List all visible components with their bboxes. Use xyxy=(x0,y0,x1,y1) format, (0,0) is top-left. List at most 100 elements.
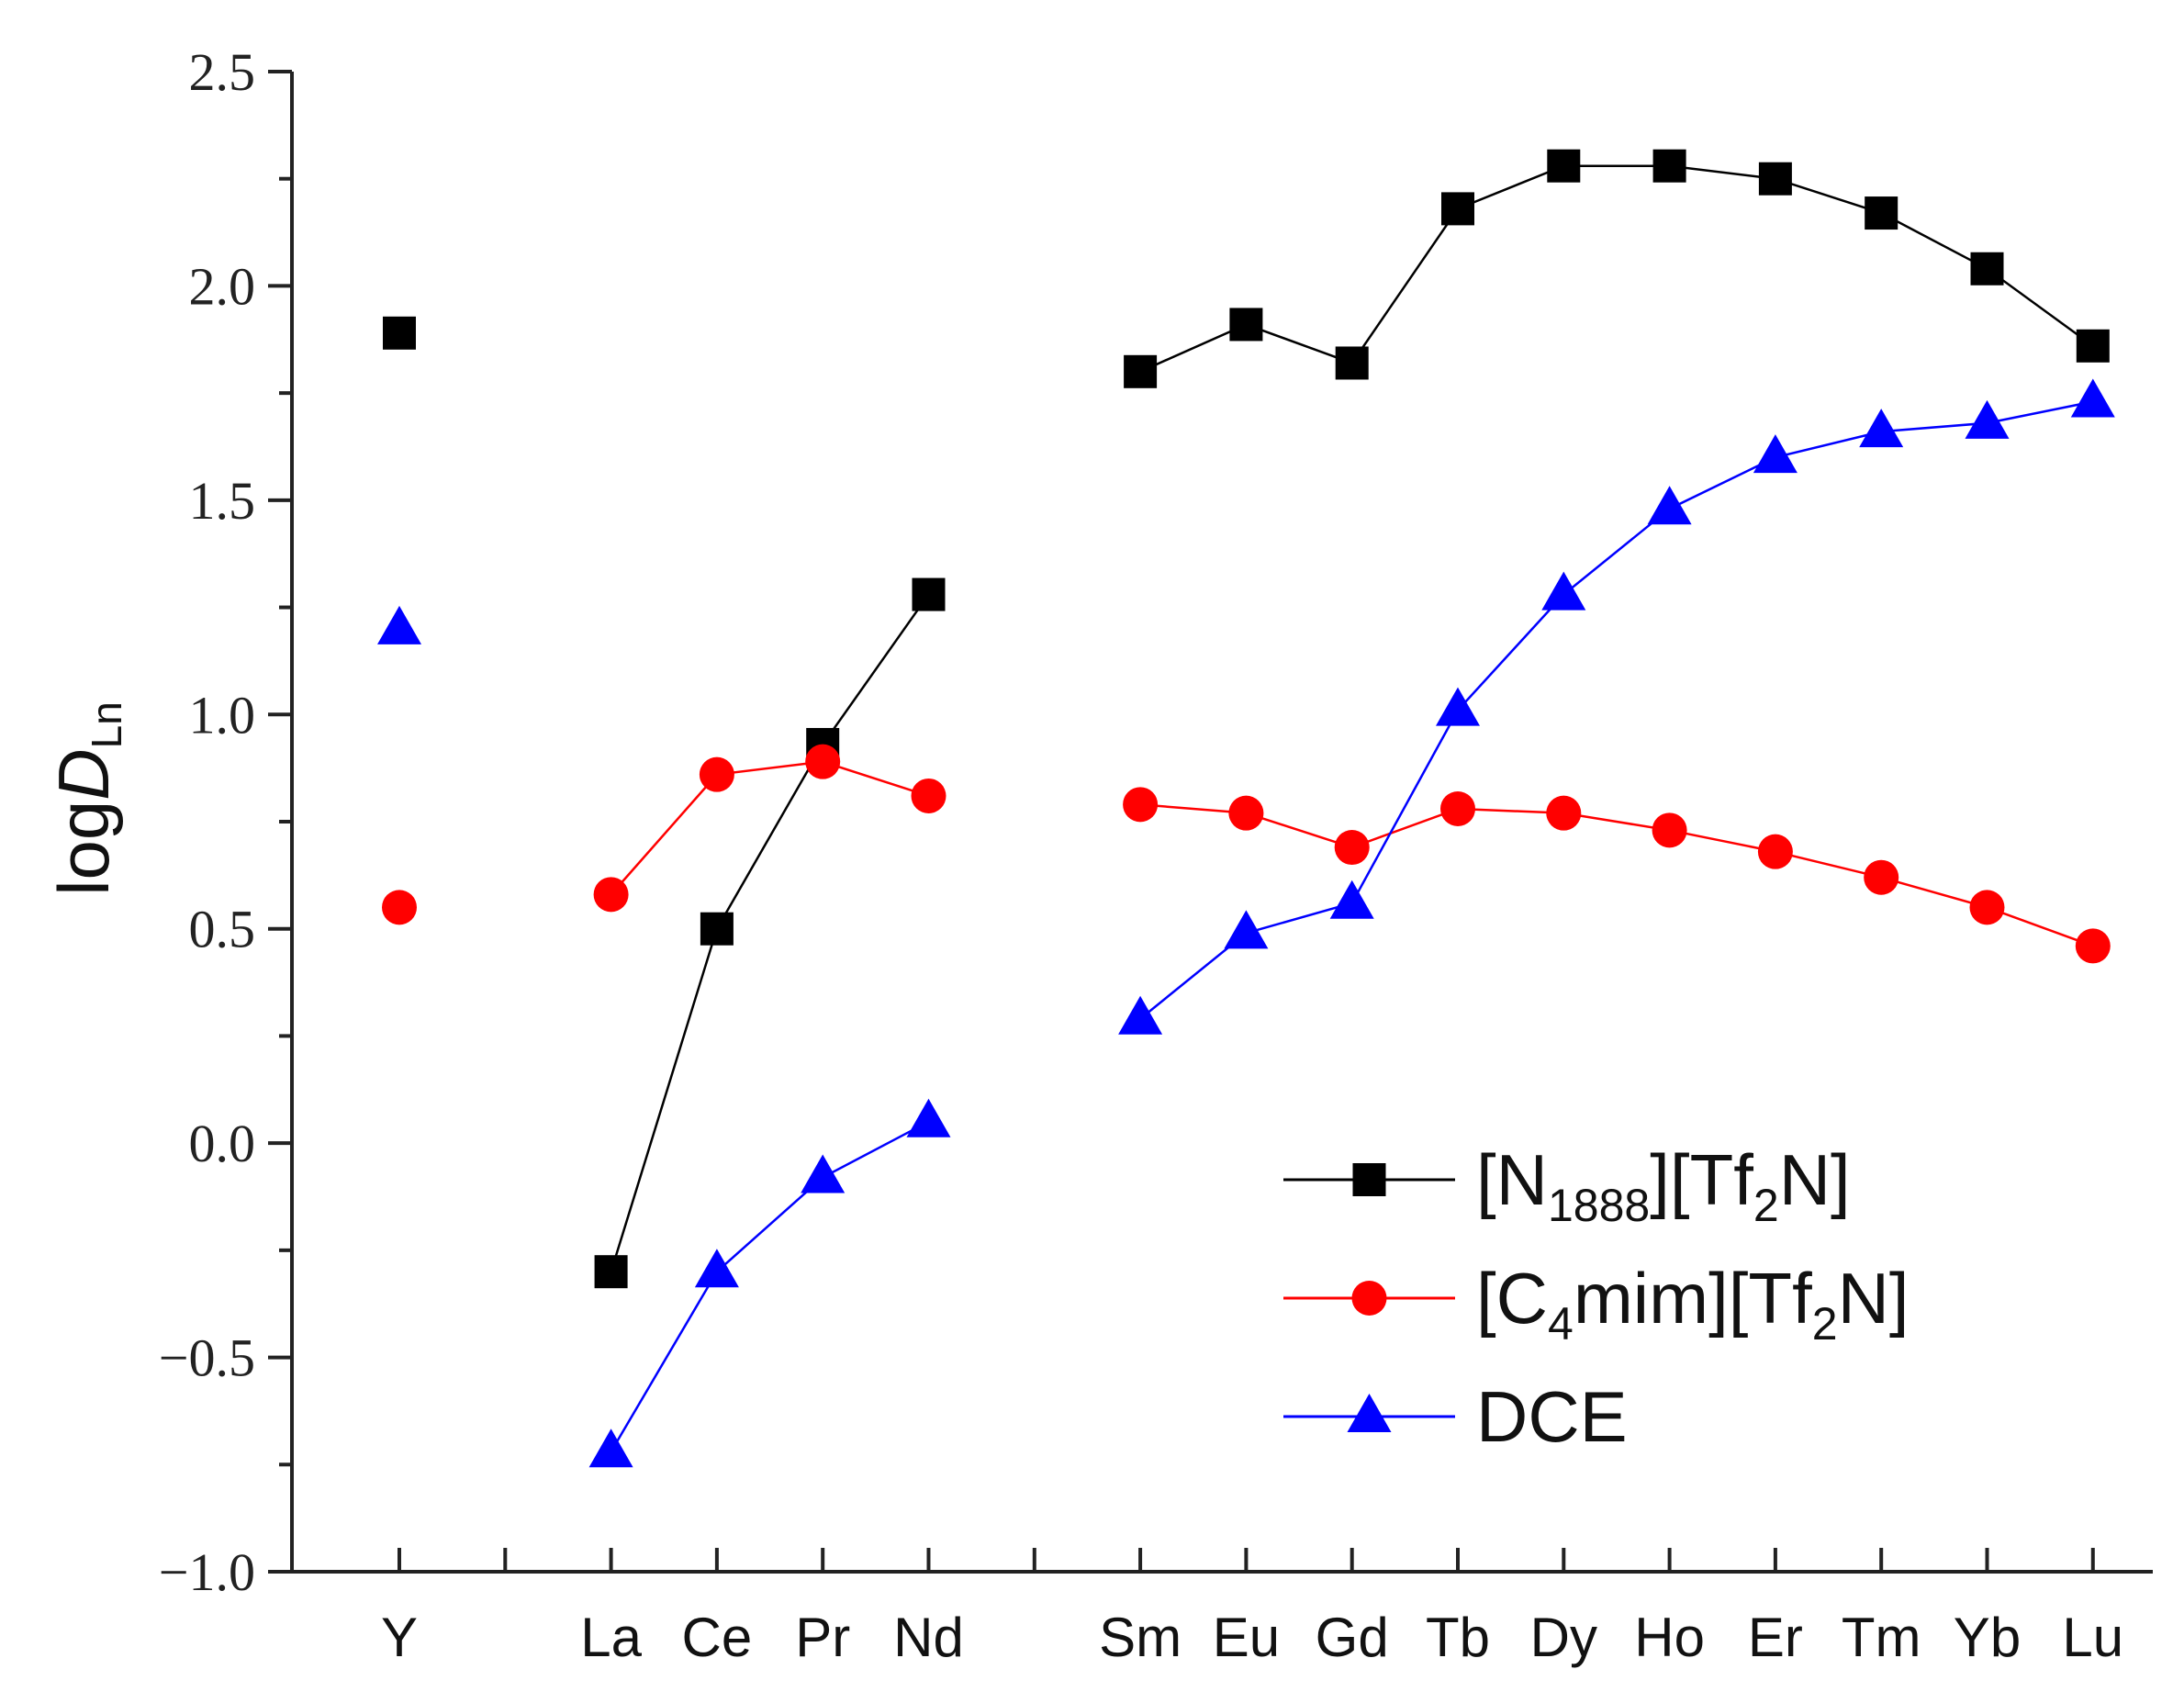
data-point xyxy=(1546,795,1582,831)
x-tick-label: Nd xyxy=(893,1607,964,1668)
data-point xyxy=(1335,346,1369,380)
data-point xyxy=(1124,354,1158,388)
y-tick-label: 2.5 xyxy=(189,42,256,102)
x-tick-label: Ho xyxy=(1634,1607,1705,1668)
data-point xyxy=(1859,409,1904,448)
data-point xyxy=(593,877,629,913)
data-point xyxy=(1229,308,1263,342)
y-tick-label: 1.5 xyxy=(189,471,256,531)
x-tick-label: Sm xyxy=(1099,1607,1182,1668)
data-point xyxy=(1123,787,1159,823)
data-point xyxy=(382,890,417,925)
series-triangle xyxy=(377,378,2115,1468)
x-tick-label: Gd xyxy=(1316,1607,1389,1668)
series-line xyxy=(1139,164,2094,373)
legend-label-part: N] xyxy=(1838,1258,1910,1339)
legend-label-subscript: 4 xyxy=(1548,1298,1574,1350)
x-tick-label: Pr xyxy=(795,1607,850,1668)
data-point xyxy=(1757,834,1793,869)
data-point xyxy=(1969,890,2005,925)
legend-marker xyxy=(1351,1281,1387,1316)
x-tick-label: Y xyxy=(381,1607,418,1668)
data-point xyxy=(694,1249,739,1288)
x-tick-label: Eu xyxy=(1213,1607,1280,1668)
legend-label-part: N] xyxy=(1779,1139,1851,1220)
x-tick-label: Dy xyxy=(1530,1607,1597,1668)
x-tick-label: Yb xyxy=(1954,1607,2021,1668)
x-tick-label: Er xyxy=(1748,1607,1803,1668)
data-point xyxy=(700,912,734,946)
series-line xyxy=(610,593,930,1272)
legend-label: [C4mim][Tf2N] xyxy=(1476,1258,1910,1350)
data-point xyxy=(2076,329,2110,363)
data-point xyxy=(1118,995,1163,1035)
x-tick-label: Tm xyxy=(1842,1607,1921,1668)
legend-label-part: DCE xyxy=(1476,1376,1628,1457)
x-tick-label: Ce xyxy=(682,1607,753,1668)
data-point xyxy=(1864,859,1899,895)
legend-label-subscript: 2 xyxy=(1753,1180,1779,1231)
series-line xyxy=(610,760,929,896)
data-point xyxy=(377,605,421,644)
series-circle xyxy=(382,744,2111,964)
series-square xyxy=(383,149,2110,1289)
series-line xyxy=(610,1120,930,1452)
data-point xyxy=(906,1098,951,1137)
data-point xyxy=(801,1154,846,1193)
data-point xyxy=(1758,162,1792,196)
data-point xyxy=(1224,910,1269,949)
legend-label: DCE xyxy=(1476,1376,1628,1457)
data-point xyxy=(1228,795,1264,831)
legend-entry: DCE xyxy=(1283,1376,1628,1457)
data-point xyxy=(1329,880,1374,919)
data-point xyxy=(2070,378,2115,418)
y-tick-label: −0.5 xyxy=(159,1328,255,1388)
legend-label-subscript: 1888 xyxy=(1548,1180,1650,1231)
legend-label-part: [N xyxy=(1476,1139,1548,1220)
y-axis-label-sub: Ln xyxy=(83,701,130,748)
data-point xyxy=(1865,196,1898,230)
data-point xyxy=(383,316,416,350)
y-tick-label: 0.5 xyxy=(189,900,256,959)
data-point xyxy=(594,1255,628,1289)
data-point xyxy=(1647,486,1692,525)
y-axis-label-main: log xyxy=(43,801,124,896)
legend-label-part: [C xyxy=(1476,1258,1548,1339)
data-point xyxy=(588,1429,633,1468)
y-axis-label: logDLn xyxy=(43,701,130,896)
data-point xyxy=(1970,252,2004,286)
legend-entry: [C4mim][Tf2N] xyxy=(1283,1258,1910,1350)
data-point xyxy=(911,778,946,813)
data-point xyxy=(1547,149,1581,183)
data-point xyxy=(1652,812,1687,848)
legend-marker xyxy=(1347,1394,1392,1432)
plot-area xyxy=(377,149,2115,1468)
data-point xyxy=(1441,192,1474,226)
legend-label-subscript: 2 xyxy=(1812,1298,1838,1350)
y-axis-label-italic: D xyxy=(43,748,124,800)
x-tick-label: La xyxy=(580,1607,642,1668)
x-tick-label: Tb xyxy=(1426,1607,1490,1668)
legend-marker xyxy=(1352,1163,1386,1196)
legend-label-part: mim][Tf xyxy=(1574,1258,1812,1339)
y-tick-label: −1.0 xyxy=(159,1542,255,1602)
legend-label: [N1888][Tf2N] xyxy=(1476,1139,1851,1231)
y-tick-label: 0.0 xyxy=(189,1114,256,1173)
data-point xyxy=(1541,571,1586,611)
data-point xyxy=(1440,790,1475,826)
data-point xyxy=(1334,830,1370,866)
axes: −1.0 −0.5 0.0 0.5 1.0 1.5 2.0 2.5 Y La Ce Pr Nd Sm Eu G… xyxy=(159,42,2153,1668)
data-point xyxy=(1965,399,2010,439)
y-tick-label: 2.0 xyxy=(189,256,256,316)
y-tick-label: 1.0 xyxy=(189,685,256,745)
series-line xyxy=(1139,803,2094,947)
data-point xyxy=(1753,434,1798,474)
data-point xyxy=(1652,149,1686,183)
data-point xyxy=(805,744,841,779)
x-tick-label: Lu xyxy=(2062,1607,2123,1668)
series-line xyxy=(1139,400,2094,1020)
data-point xyxy=(699,756,734,792)
legend-entry: [N1888][Tf2N] xyxy=(1283,1139,1851,1231)
legend: [N1888][Tf2N][C4mim][Tf2N]DCE xyxy=(1283,1139,1910,1457)
